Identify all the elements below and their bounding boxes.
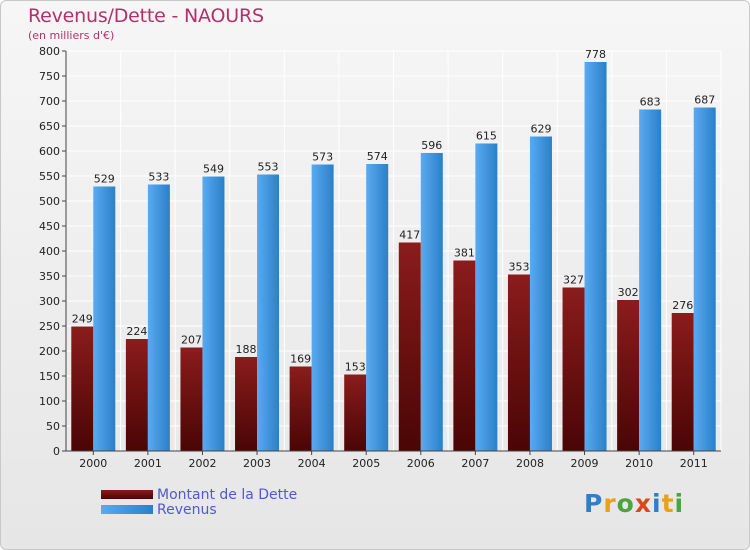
bar-dette-2005 [344,374,367,451]
bar-dette-2002 [180,347,203,451]
bar-dette-2000 [71,326,94,451]
value-label-revenus-2003: 553 [258,161,279,174]
y-tick-label: 250 [39,320,60,333]
x-tick-label: 2005 [352,457,380,470]
value-label-dette-2001: 224 [126,325,147,338]
y-tick-label: 800 [39,45,60,58]
bar-revenus-2009 [584,62,607,451]
bar-dette-2011 [671,313,694,451]
bar-revenus-2003 [257,174,280,451]
grid-lines [65,50,722,452]
bar-revenus-2005 [366,164,389,451]
bar-dette-2006 [398,242,421,451]
value-label-revenus-2000: 529 [94,173,115,186]
x-tick-label: 2003 [243,457,271,470]
bars [71,62,716,451]
x-tick-label: 2009 [571,457,599,470]
x-tick-label: 2011 [680,457,708,470]
y-tick-label: 350 [39,270,60,283]
legend-swatch-revenus [101,505,153,514]
bar-dette-2001 [125,339,148,451]
y-tick-label: 300 [39,295,60,308]
legend-item-revenus: Revenus [101,501,297,518]
value-label-revenus-2009: 778 [585,48,606,61]
value-label-dette-2011: 276 [672,299,693,312]
bar-revenus-2008 [529,136,552,451]
proxiti-logo: Proxiti [584,489,685,518]
value-labels: 249 529 224 533 207 549 188 553 169 573 153 574 417 5… [72,48,715,374]
y-tick-label: 0 [53,445,60,458]
y-tick-label: 450 [39,220,60,233]
bar-revenus-2010 [639,109,662,451]
bar-dette-2003 [235,357,258,451]
value-label-revenus-2005: 574 [367,150,388,163]
value-label-dette-2003: 188 [236,343,257,356]
y-tick-label: 150 [39,370,60,383]
legend: Montant de la Dette Revenus [101,486,298,518]
value-label-dette-2007: 381 [454,247,475,260]
bar-revenus-2002 [202,176,225,451]
bar-revenus-2004 [311,164,334,451]
y-tick-label: 700 [39,95,60,108]
bar-revenus-2011 [693,107,716,451]
value-label-revenus-2008: 629 [530,123,551,136]
x-tick-label: 2002 [188,457,216,470]
value-label-dette-2002: 207 [181,334,202,347]
x-tick-label: 2008 [516,457,544,470]
value-label-dette-2004: 169 [290,353,311,366]
legend-swatch-dette [101,490,153,499]
y-tick-label: 100 [39,395,60,408]
bar-revenus-2000 [93,186,116,451]
legend-label-dette: Montant de la Dette [157,486,298,503]
y-tick-label: 600 [39,145,60,158]
legend-label-revenus: Revenus [157,501,217,518]
bar-dette-2007 [453,260,476,451]
bar-revenus-2006 [420,153,443,451]
chart-title: Revenus/Dette - NAOURS [28,5,264,27]
bar-dette-2009 [562,287,585,451]
value-label-dette-2009: 327 [563,274,584,287]
y-tick-label: 500 [39,195,60,208]
value-label-revenus-2002: 549 [203,163,224,176]
legend-item-dette: Montant de la Dette [101,486,298,503]
value-label-dette-2000: 249 [72,313,93,326]
x-tick-label: 2001 [134,457,162,470]
value-label-revenus-2010: 683 [640,96,661,109]
bar-dette-2004 [289,366,312,451]
x-tick-label: 2000 [79,457,107,470]
axes: 0 50 100 150 200 250 300 350 400 450 500 550 600 650 7… [39,45,721,470]
y-tick-label: 400 [39,245,60,258]
value-label-dette-2008: 353 [508,261,529,274]
y-tick-label: 50 [46,420,60,433]
value-label-revenus-2006: 596 [421,139,442,152]
x-tick-label: 2007 [461,457,489,470]
value-label-dette-2006: 417 [399,229,420,242]
value-label-revenus-2007: 615 [476,130,497,143]
bar-revenus-2007 [475,143,498,451]
value-label-dette-2010: 302 [618,286,639,299]
value-label-revenus-2004: 573 [312,151,333,164]
bar-revenus-2001 [147,184,170,451]
y-tick-label: 750 [39,70,60,83]
value-label-dette-2005: 153 [345,361,366,374]
bar-dette-2008 [507,274,530,451]
x-tick-label: 2004 [298,457,326,470]
y-tick-label: 550 [39,170,60,183]
bar-dette-2010 [617,300,640,451]
x-tick-label: 2006 [407,457,435,470]
y-tick-label: 200 [39,345,60,358]
y-tick-label: 650 [39,120,60,133]
x-tick-label: 2010 [625,457,653,470]
value-label-revenus-2011: 687 [694,94,715,107]
chart-subtitle: (en milliers d'€) [28,29,115,42]
value-label-revenus-2001: 533 [148,171,169,184]
